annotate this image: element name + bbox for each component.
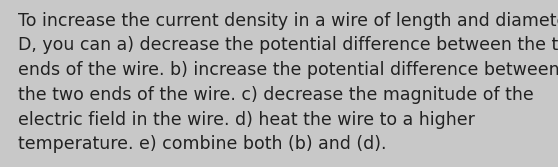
Text: electric field in the wire. d) heat the wire to a higher: electric field in the wire. d) heat the … bbox=[18, 111, 475, 129]
Text: To increase the current density in a wire of length and diameter: To increase the current density in a wir… bbox=[18, 12, 558, 30]
Text: ends of the wire. b) increase the potential difference between: ends of the wire. b) increase the potent… bbox=[18, 61, 558, 79]
Text: D, you can a) decrease the potential difference between the two: D, you can a) decrease the potential dif… bbox=[18, 36, 558, 54]
Text: temperature. e) combine both (b) and (d).: temperature. e) combine both (b) and (d)… bbox=[18, 135, 387, 153]
Text: the two ends of the wire. c) decrease the magnitude of the: the two ends of the wire. c) decrease th… bbox=[18, 86, 534, 104]
